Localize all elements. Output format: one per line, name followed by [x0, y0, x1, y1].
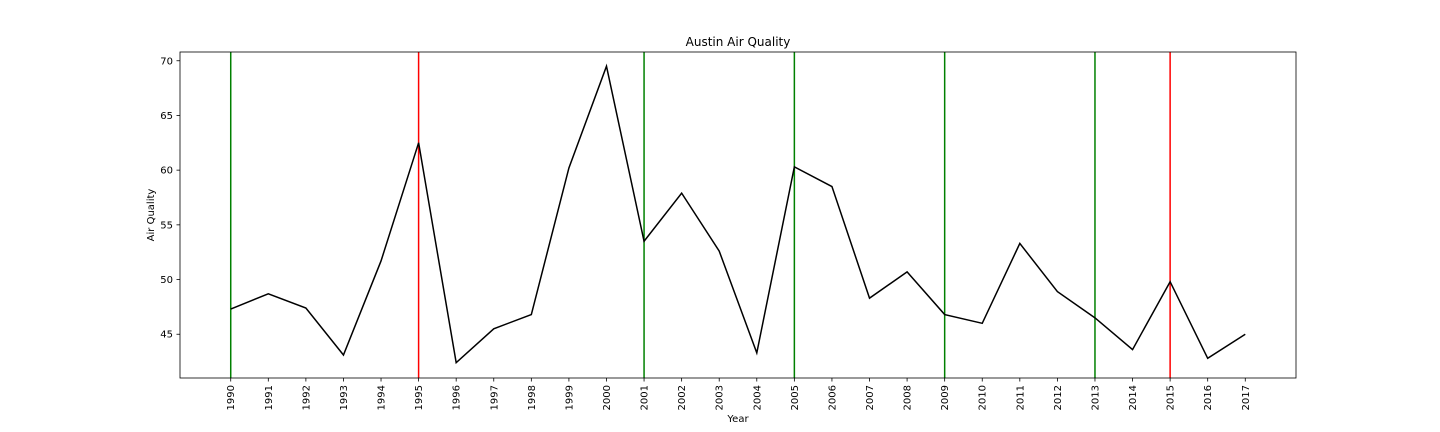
x-tick-label: 1997 — [489, 385, 500, 410]
x-tick-label: 2004 — [752, 385, 763, 410]
y-tick-label: 65 — [160, 111, 173, 122]
x-tick-label: 1991 — [264, 385, 275, 410]
x-tick-label: 2008 — [903, 385, 914, 410]
x-tick-label: 2010 — [978, 385, 989, 410]
x-tick-label: 2015 — [1166, 385, 1177, 410]
y-tick-label: 55 — [160, 220, 173, 231]
x-tick-label: 2017 — [1241, 385, 1252, 410]
x-tick-label: 1998 — [527, 385, 538, 410]
x-tick-label: 2003 — [715, 385, 726, 410]
x-axis-label: Year — [726, 414, 749, 425]
x-tick-label: 2007 — [865, 385, 876, 410]
x-tick-label: 1994 — [377, 385, 388, 410]
x-tick-label: 2012 — [1053, 385, 1064, 410]
chart-title: Austin Air Quality — [686, 35, 791, 49]
x-tick-label: 1995 — [414, 385, 425, 410]
y-tick-label: 60 — [160, 166, 173, 177]
x-tick-label: 1993 — [339, 385, 350, 410]
x-tick-label: 2011 — [1015, 385, 1026, 410]
x-tick-label: 2005 — [790, 385, 801, 410]
x-tick-label: 2014 — [1128, 385, 1139, 410]
series-line — [230, 63, 1246, 365]
x-tick-label: 1990 — [226, 385, 237, 410]
plot-frame — [179, 51, 1297, 379]
plot-area: 45 50 55 60 65 70 1990 1991 1992 1993 1994 1995 1996… — [160, 51, 1297, 410]
x-tick-label: 1992 — [301, 385, 312, 410]
y-tick-label: 50 — [160, 275, 173, 286]
x-tick-label: 2006 — [827, 385, 838, 410]
y-tick-label: 70 — [160, 56, 173, 67]
x-tick-label: 2000 — [602, 385, 613, 410]
y-tick-label: 45 — [160, 330, 173, 341]
x-tick-label: 2002 — [677, 385, 688, 410]
x-tick-label: 1999 — [564, 385, 575, 410]
x-tick-label: 2016 — [1203, 385, 1214, 410]
x-tick-label: 2001 — [640, 385, 651, 410]
x-tick-label: 1996 — [452, 385, 463, 410]
y-axis-label: Air Quality — [146, 189, 157, 242]
x-tick-label: 2009 — [940, 385, 951, 410]
x-tick-label: 2013 — [1090, 385, 1101, 410]
